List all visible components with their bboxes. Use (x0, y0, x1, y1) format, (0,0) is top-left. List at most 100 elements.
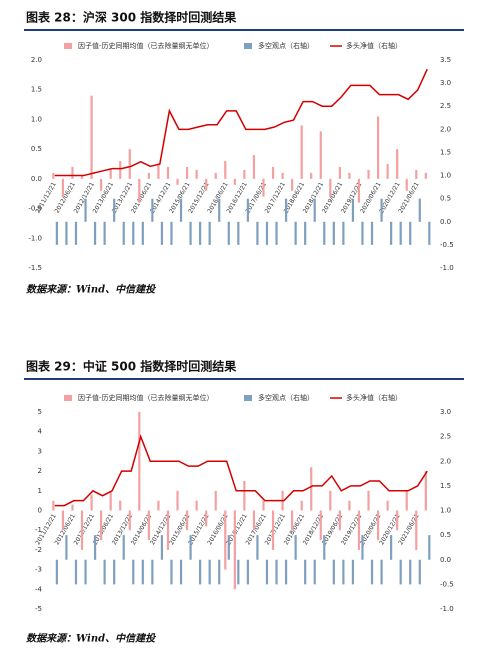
factor-bar (176, 490, 179, 511)
signal-bar (122, 221, 125, 245)
signal-bar (103, 559, 106, 585)
signal-bar (246, 198, 249, 222)
factor-bar (376, 510, 380, 541)
y-tick-label: -1 (35, 526, 42, 534)
factor-bar (119, 161, 122, 179)
y2-tick-label: 2.5 (440, 102, 451, 110)
signal-bar (65, 221, 68, 245)
signal-bar (390, 221, 393, 245)
signal-bar (237, 221, 240, 245)
signal-bar (179, 559, 183, 585)
signal-bar (361, 535, 364, 560)
factor-bar (138, 178, 141, 203)
factor-bar (90, 95, 93, 179)
y-tick-label: 2 (38, 467, 42, 475)
signal-bar (227, 535, 230, 560)
y-tick-label: 4 (38, 428, 43, 436)
factor-bar (376, 116, 380, 179)
signal-bar (93, 221, 97, 245)
factor-bar (415, 169, 418, 179)
legend-swatch (64, 395, 72, 401)
y2-tick-label: 1.0 (440, 172, 451, 180)
signal-bar (399, 221, 402, 245)
signal-bar (313, 559, 316, 585)
factor-bar (386, 164, 389, 179)
factor-bar (185, 166, 189, 179)
factor-bar (214, 490, 217, 511)
factor-bar (329, 490, 332, 511)
signal-bar (151, 559, 154, 585)
factor-bar (214, 172, 217, 179)
factor-bar (348, 172, 351, 179)
factor-bar (281, 172, 284, 179)
source-note: 数据来源：Wind、中信建投 (26, 633, 156, 645)
factor-bar (109, 169, 112, 179)
signal-bar (199, 221, 202, 245)
signal-bar (332, 559, 335, 585)
legend-label: 多空观点（右轴） (258, 393, 314, 402)
y-tick-label: 2.0 (31, 56, 42, 64)
factor-bar (147, 172, 150, 179)
y2-tick-label: 3.0 (440, 408, 451, 416)
signal-bar (418, 559, 421, 585)
y-tick-label: 0.0 (31, 175, 42, 183)
legend-label: 因子值-历史同期均值（已去除量纲无单位） (78, 41, 214, 50)
signal-bar (74, 559, 78, 585)
signal-bar (208, 221, 211, 245)
factor-bar (424, 471, 427, 511)
signal-bar (170, 221, 173, 245)
signal-bar (428, 535, 431, 560)
y-tick-label: 5 (38, 408, 42, 416)
factor-bar (100, 178, 103, 191)
factor-bar (329, 178, 332, 197)
signal-bar (370, 559, 374, 585)
signal-bar (122, 535, 125, 560)
signal-bar (189, 221, 192, 245)
factor-bar (243, 169, 246, 179)
signal-bar (294, 221, 297, 245)
signal-bar (284, 198, 288, 222)
factor-bar (71, 504, 74, 511)
factor-bar (157, 500, 160, 511)
signal-bar (342, 559, 345, 585)
factor-bar (109, 490, 112, 511)
factor-bar (252, 155, 256, 179)
signal-bar (74, 221, 78, 245)
y-tick-label: -1.5 (28, 264, 42, 272)
legend-label: 因子值-历史同期均值（已去除量纲无单位） (78, 393, 214, 402)
signal-bar (275, 221, 278, 245)
factor-bar (291, 510, 294, 531)
factor-bar (224, 161, 227, 179)
factor-bar (128, 149, 131, 179)
signal-bar (227, 221, 230, 245)
factor-bar (271, 510, 275, 550)
signal-bar (151, 198, 154, 222)
signal-bar (361, 221, 364, 245)
signal-bar (160, 221, 164, 245)
factor-bar (252, 510, 256, 531)
signal-bar (323, 535, 326, 560)
factor-bar (157, 164, 160, 179)
factor-bar (138, 412, 141, 511)
legend-label: 多头净值（右轴） (346, 41, 402, 50)
signal-bar (141, 559, 144, 585)
factor-bar (271, 166, 275, 179)
y2-tick-label: -1.0 (440, 264, 454, 272)
factor-bar (262, 178, 265, 197)
y-tick-label: -3 (35, 566, 42, 574)
factor-bar (367, 169, 370, 179)
signal-bar (132, 559, 135, 585)
signal-bar (409, 559, 412, 585)
factor-bar (310, 172, 313, 179)
title-rule (24, 29, 464, 31)
signal-bar (93, 535, 97, 560)
signal-bar (208, 559, 211, 585)
factor-bar (166, 166, 170, 179)
y2-tick-label: -0.5 (440, 241, 454, 249)
y-tick-label: 1.5 (31, 86, 42, 94)
factor-bar (367, 490, 370, 511)
legend-swatch (64, 43, 72, 49)
factor-bar (52, 172, 55, 179)
